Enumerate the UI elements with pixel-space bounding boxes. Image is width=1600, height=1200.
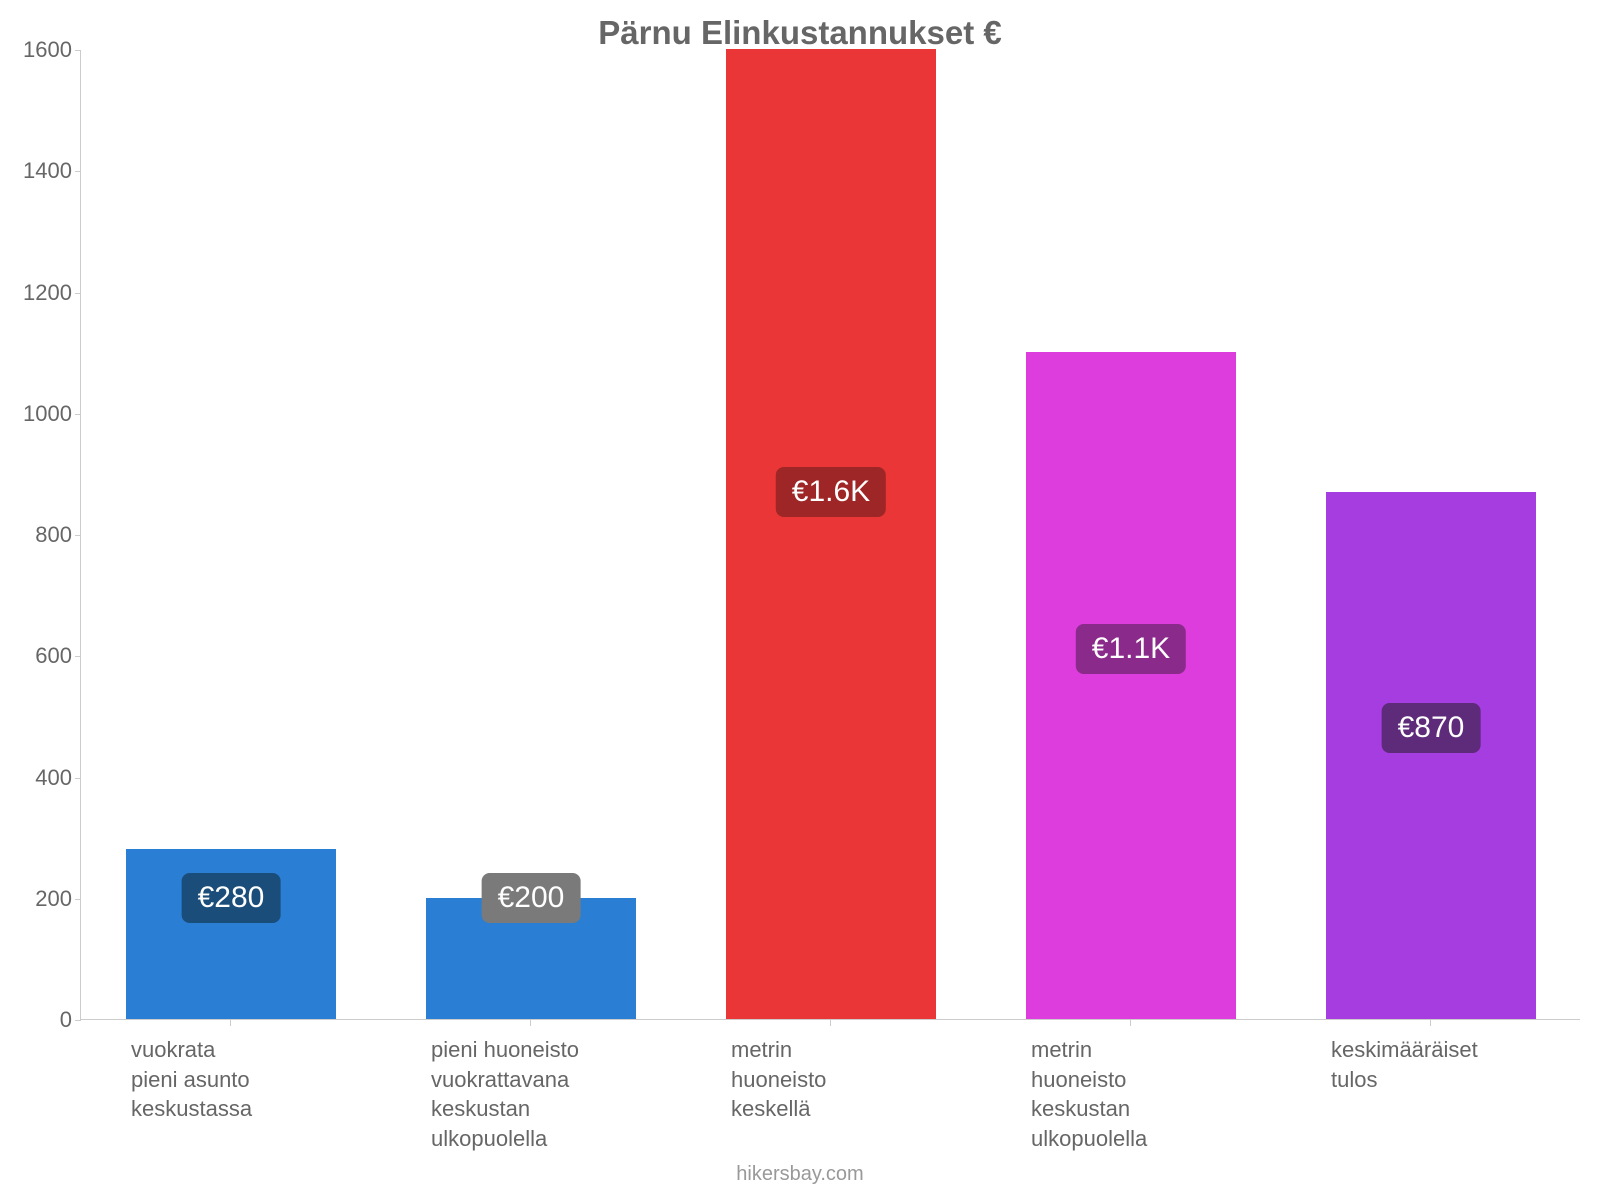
x-axis-label: vuokratapieni asuntokeskustassa <box>131 1035 381 1124</box>
y-tick <box>75 656 81 657</box>
x-axis-label: keskimääräisettulos <box>1331 1035 1581 1094</box>
value-badge: €870 <box>1382 703 1481 753</box>
y-tick <box>75 899 81 900</box>
y-tick <box>75 171 81 172</box>
x-tick <box>830 1020 831 1026</box>
x-tick <box>530 1020 531 1026</box>
y-tick <box>75 414 81 415</box>
bar <box>1326 492 1536 1019</box>
bar <box>726 49 936 1019</box>
attribution-text: hikersbay.com <box>0 1163 1600 1186</box>
x-tick <box>230 1020 231 1026</box>
value-badge: €280 <box>182 873 281 923</box>
y-tick <box>75 293 81 294</box>
x-axis-label: pieni huoneistovuokrattavanakeskustanulk… <box>431 1035 681 1154</box>
y-tick-label: 1200 <box>2 280 72 306</box>
value-badge: €200 <box>482 873 581 923</box>
plot-area: €280 €200 €1.6K €1.1K €870 <box>80 50 1580 1020</box>
value-badge: €1.1K <box>1076 624 1186 674</box>
x-tick <box>1430 1020 1431 1026</box>
y-tick <box>75 778 81 779</box>
y-tick-label: 400 <box>2 765 72 791</box>
value-badge: €1.6K <box>776 467 886 517</box>
y-tick-label: 600 <box>2 643 72 669</box>
y-tick-label: 1400 <box>2 158 72 184</box>
y-tick <box>75 535 81 536</box>
y-tick-label: 1000 <box>2 401 72 427</box>
x-axis-label: metrinhuoneistokeskustanulkopuolella <box>1031 1035 1281 1154</box>
chart-title: Pärnu Elinkustannukset € <box>0 14 1600 52</box>
y-tick <box>75 50 81 51</box>
y-tick-label: 1600 <box>2 37 72 63</box>
x-axis-label: metrinhuoneistokeskellä <box>731 1035 981 1124</box>
cost-of-living-chart: Pärnu Elinkustannukset € €280 €200 €1.6K €1… <box>0 0 1600 1200</box>
x-tick <box>1130 1020 1131 1026</box>
y-tick <box>75 1020 81 1021</box>
y-tick-label: 0 <box>2 1007 72 1033</box>
y-tick-label: 800 <box>2 522 72 548</box>
bar <box>1026 352 1236 1019</box>
x-axis-labels: vuokratapieni asuntokeskustassa pieni huo… <box>80 1035 1580 1165</box>
y-tick-label: 200 <box>2 886 72 912</box>
